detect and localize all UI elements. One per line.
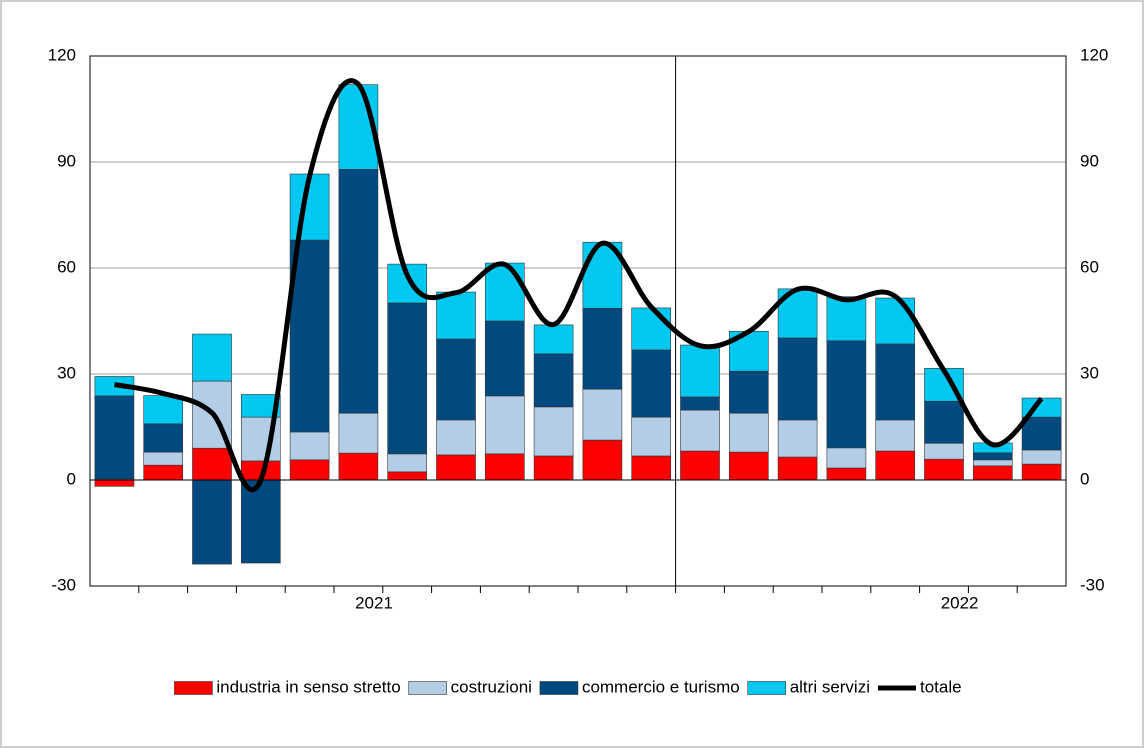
bar-segment (777, 456, 818, 481)
bar-segment (680, 344, 720, 398)
bar-segment (533, 324, 574, 355)
y-tick-label: 60 (57, 257, 76, 276)
bar-segment (680, 396, 720, 411)
legend-label: costruzioni (451, 677, 532, 696)
bar-segment (192, 333, 232, 382)
bar-segment (728, 370, 769, 414)
bar-segment (533, 406, 574, 457)
bar-segment (143, 423, 184, 453)
bar-segment (582, 307, 623, 390)
bar-segment (338, 452, 379, 481)
y2-tick-label: 30 (1080, 363, 1099, 382)
bar-segment (484, 262, 525, 322)
bar-segment (875, 419, 916, 452)
x-tick-label: 2022 (941, 593, 979, 612)
bar-segment (338, 412, 379, 454)
bar-segment (728, 451, 769, 481)
bar-segment (192, 447, 232, 481)
bar-segment (680, 450, 720, 481)
legend-swatch (408, 681, 447, 695)
bar-segment (924, 458, 964, 481)
bar-segment (582, 388, 623, 441)
bar-segment (875, 450, 916, 481)
line-series (113, 78, 1044, 493)
bar-segment (436, 419, 476, 456)
bar-segment (484, 453, 525, 481)
legend: industria in senso stretto costruzioni com… (174, 677, 962, 696)
y-tick-label: -30 (51, 575, 76, 594)
bar-segment (826, 296, 867, 342)
legend-swatch (747, 681, 787, 695)
bar-segment (631, 349, 672, 418)
y2-tick-label: 90 (1080, 151, 1099, 170)
bar-segment (777, 419, 818, 458)
bar-segment (875, 297, 916, 345)
bar-segment (387, 453, 428, 473)
bar-segment (631, 416, 672, 457)
bar-segment (143, 395, 184, 425)
bar-segment (1021, 463, 1062, 481)
bar-segment (436, 338, 476, 421)
bar-segment (533, 455, 574, 481)
y-tick-label: 90 (57, 151, 76, 170)
legend-swatch (539, 681, 579, 695)
bar-segment (924, 400, 964, 444)
y2-tick-label: 120 (1080, 45, 1108, 64)
bar-segment (972, 459, 1013, 467)
bar-segment (289, 459, 330, 481)
bar-segment (484, 320, 525, 397)
bar-segment (1021, 416, 1062, 451)
y2-tick-label: 60 (1080, 257, 1099, 276)
bar-segment (387, 302, 428, 455)
bar-segment (728, 412, 769, 453)
bar-segment (387, 471, 428, 481)
y2-tick-label: -30 (1080, 575, 1105, 594)
bar-segment (826, 340, 867, 449)
bar-segment (192, 479, 232, 565)
bar-segment (240, 479, 281, 564)
bar-segment (631, 307, 672, 351)
bar-segment (143, 464, 184, 481)
legend-swatch (174, 681, 213, 695)
bar-segment (436, 454, 476, 481)
bar-segment (680, 409, 720, 452)
bar-segment (582, 439, 623, 481)
bar-segment (777, 337, 818, 421)
bar-segment (484, 395, 525, 455)
legend-label: altri servizi (790, 677, 870, 696)
y2-tick-label: 0 (1080, 469, 1089, 488)
bar-segment (972, 452, 1013, 461)
bar-segment (972, 465, 1013, 481)
bar-segment (924, 442, 964, 460)
y-tick-label: 120 (48, 45, 76, 64)
bar-segment (94, 395, 135, 480)
bar-segment (826, 447, 867, 469)
bar-segment (631, 455, 672, 481)
bar-segment (533, 353, 574, 408)
bar-segment (338, 169, 379, 414)
y-tick-label: 0 (67, 469, 76, 488)
bar-segment (875, 343, 916, 421)
bar-segment (289, 431, 330, 461)
bar-segment (240, 394, 281, 418)
bar-segment (826, 467, 867, 481)
legend-label: totale (920, 677, 962, 696)
bar-segment (1021, 449, 1062, 465)
legend-label: commercio e turismo (582, 677, 740, 696)
y-tick-label: 30 (57, 363, 76, 382)
bar-segment (436, 291, 476, 340)
x-tick-label: 2021 (355, 593, 393, 612)
bar-segment (94, 479, 135, 487)
bar-segment (289, 239, 330, 433)
bar-segment (143, 451, 184, 466)
legend-label: industria in senso stretto (216, 677, 400, 696)
